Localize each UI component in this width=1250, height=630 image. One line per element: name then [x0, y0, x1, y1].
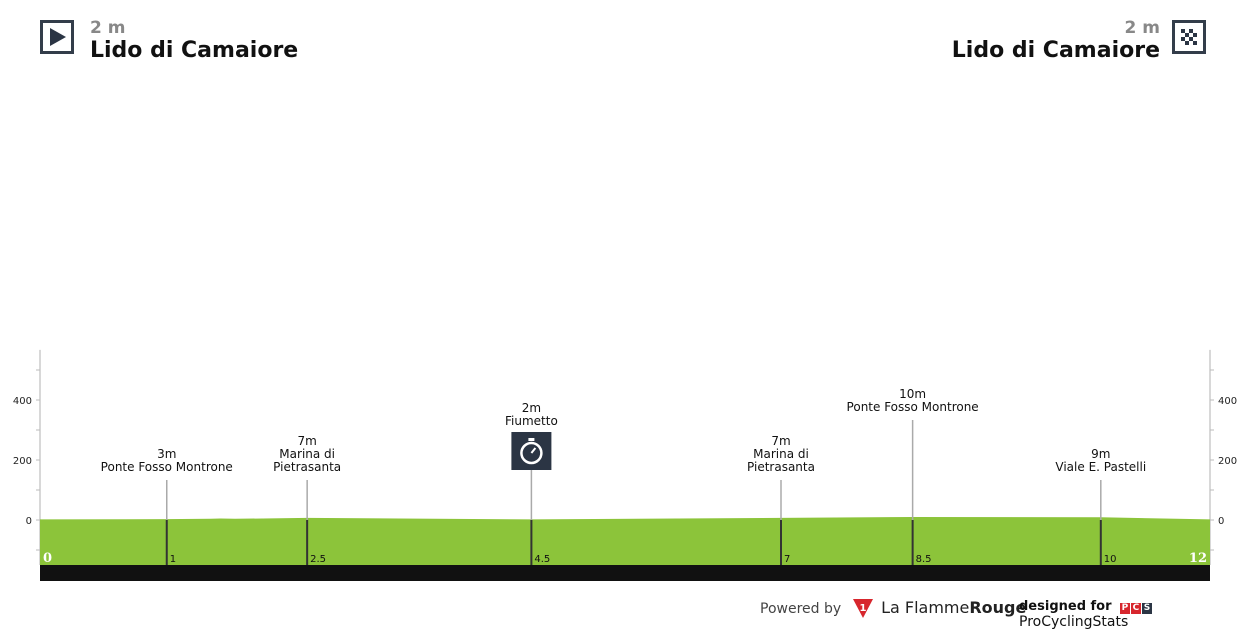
marker-altitude: 2m	[522, 401, 541, 415]
marker-altitude: 7m	[297, 434, 316, 448]
y-tick-label-right: 400	[1218, 396, 1237, 407]
y-tick-label-left: 0	[26, 516, 32, 527]
stopwatch-icon-hand	[530, 447, 537, 454]
marker-altitude: 9m	[1091, 447, 1110, 461]
marker-km-label: 2.5	[310, 554, 326, 565]
marker-name: Ponte Fosso Montrone	[847, 400, 979, 414]
stopwatch-icon-face	[520, 441, 543, 465]
finish-name: Lido di Camaiore	[951, 38, 1160, 63]
pcs-name: ProCyclingStats	[1019, 614, 1129, 630]
marker-km-label: 10	[1104, 554, 1117, 565]
marker-altitude: 10m	[899, 387, 926, 401]
finish-altitude: 2 m	[1124, 18, 1160, 38]
marker-name: Viale E. Pastelli	[1055, 460, 1146, 474]
x-start-label: 0	[43, 551, 52, 566]
marker-km-label: 4.5	[534, 554, 550, 565]
marker-name: Fiumetto	[505, 414, 558, 428]
elevation-profile-area	[40, 517, 1210, 565]
pcs-letter: C	[1130, 603, 1141, 614]
stopwatch-icon-crown	[528, 438, 535, 441]
profile-base-bar	[40, 565, 1210, 581]
y-tick-label-left: 400	[13, 396, 32, 407]
start-play-icon	[40, 20, 74, 54]
finish-info: 2 m Lido di Camaiore	[952, 18, 1160, 64]
svg-text:1: 1	[859, 603, 866, 614]
marker-name: Marina di	[279, 447, 335, 461]
stopwatch-icon	[511, 432, 552, 470]
marker-km-label: 8.5	[916, 554, 932, 565]
marker-km-label: 7	[784, 554, 790, 565]
powered-by-label: Powered by	[760, 601, 842, 617]
powered-by: Powered by 1 La FlammeRouge	[760, 598, 1026, 618]
marker-altitude: 3m	[157, 447, 176, 461]
y-tick-label-right: 0	[1218, 516, 1224, 527]
marker-name: Marina di	[753, 447, 809, 461]
designed-for-label: designed for	[1019, 599, 1112, 614]
la-flamme-rouge-logo-icon: 1	[852, 599, 873, 618]
y-tick-label-left: 200	[13, 456, 32, 467]
marker-name: Pietrasanta	[747, 460, 815, 474]
start-altitude: 2 m	[90, 18, 126, 38]
pcs-letter: P	[1119, 603, 1130, 614]
pcs-letter: S	[1141, 603, 1152, 614]
x-end-label: 12	[1189, 551, 1207, 566]
marker-km-label: 1	[170, 554, 176, 565]
marker-altitude: 7m	[771, 434, 790, 448]
marker-name: Ponte Fosso Montrone	[101, 460, 233, 474]
start-info: 2 m Lido di Camaiore	[90, 18, 298, 64]
checkered-flag-icon	[1172, 20, 1206, 54]
y-tick-label-right: 200	[1218, 456, 1237, 467]
marker-name: Pietrasanta	[273, 460, 341, 474]
la-flamme-rouge-brand: La FlammeRouge	[881, 598, 1027, 617]
start-name: Lido di Camaiore	[90, 38, 299, 63]
